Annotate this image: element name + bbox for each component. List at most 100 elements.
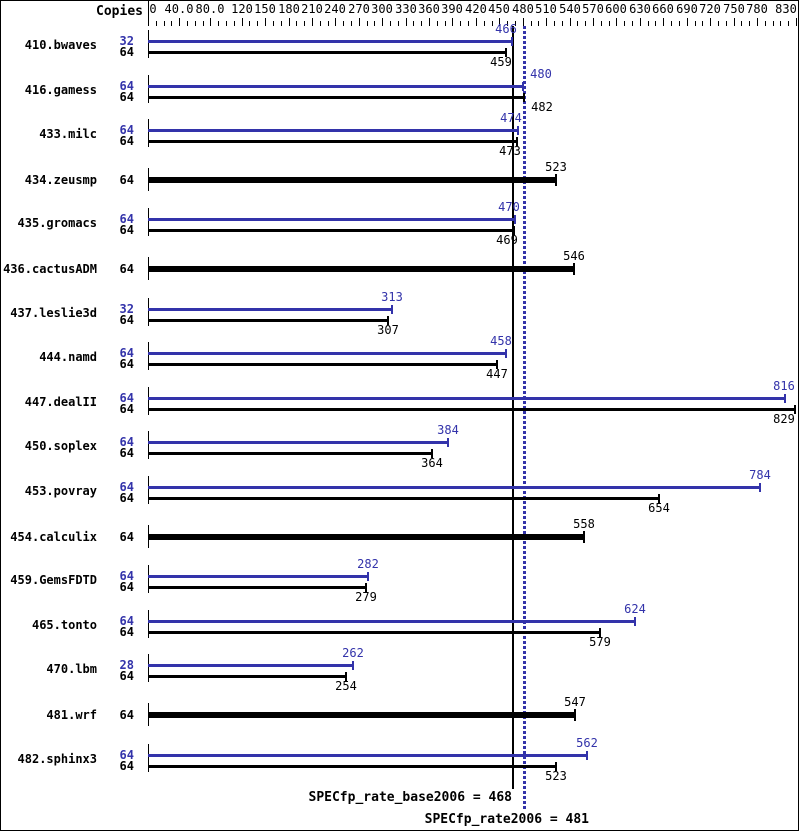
bar-end-cap-base [794,405,796,414]
group-axis-segment [148,30,149,58]
bar-value-label-base: 473 [499,144,521,158]
bar-end-cap-base [583,531,585,543]
x-axis-tick-label: 240 [324,2,346,16]
copies-label-peak: 32 [119,302,134,316]
x-axis-major-tick [616,18,617,26]
group-axis-segment [148,610,149,638]
bar-peak [148,397,785,400]
bar-base [148,497,659,500]
bar-base [148,586,366,589]
bar-end-cap-base [523,93,525,102]
x-axis-minor-tick [780,21,781,26]
x-axis-tick-label: 630 [629,2,651,16]
x-axis-minor-tick [531,21,532,26]
x-axis-minor-tick [296,21,297,26]
x-axis-tick-label: 150 [254,2,276,16]
x-axis-minor-tick [421,21,422,26]
benchmark-label: 454.calculix [10,530,97,544]
benchmark-label: 470.lbm [46,662,97,676]
bar-end-cap-base [555,762,557,771]
x-axis-tick-label: 600 [605,2,627,16]
bar-peak [148,486,760,489]
x-axis-minor-tick [765,21,766,26]
copies-label-base: 64 [119,708,134,722]
peak-mean-line [523,26,526,811]
x-axis-major-tick [210,18,211,26]
bar-end-cap-base [516,137,518,146]
copies-label-base: 64 [119,173,134,187]
benchmark-label: 450.soplex [24,439,97,453]
x-axis-minor-tick [320,21,321,26]
bar-base [148,319,388,322]
bar-end-cap-peak [784,394,786,403]
benchmark-label: 416.gamess [24,83,97,97]
x-axis-minor-tick [484,21,485,26]
x-axis-spine [148,1,149,26]
x-axis-minor-tick [788,21,789,26]
bar-value-label-base: 364 [421,456,443,470]
benchmark-label: 481.wrf [46,708,97,722]
x-axis-tick-label: 510 [535,2,557,16]
group-axis-segment [148,744,149,772]
x-axis-major-tick [710,18,711,26]
x-axis-major-tick [499,18,500,26]
copies-label-base: 64 [119,45,134,59]
x-axis-minor-tick [773,21,774,26]
x-axis-tick-label: 830 [775,2,797,16]
x-axis-tick-label: 270 [348,2,370,16]
x-axis-major-tick [570,18,571,26]
x-axis-minor-tick [671,21,672,26]
x-axis-major-tick [452,18,453,26]
x-axis-minor-tick [156,21,157,26]
bar-base [148,534,584,540]
copies-label-base: 64 [119,625,134,639]
bar-end-cap-base [365,583,367,592]
x-axis-tick-label: 360 [418,2,440,16]
bar-peak [148,85,523,88]
x-axis-tick-label: 660 [652,2,674,16]
x-axis-tick-label: 300 [371,2,393,16]
bar-value-label-peak: 784 [749,468,771,482]
x-axis-minor-tick [655,21,656,26]
bar-peak [148,664,353,667]
bar-peak [148,308,392,311]
bar-end-cap-base [431,449,433,458]
x-axis-tick-label: 330 [395,2,417,16]
bar-value-label-peak: 474 [500,111,522,125]
x-axis-minor-tick [554,21,555,26]
copies-label-base: 64 [119,530,134,544]
bar-base [148,96,524,99]
bar-end-cap-peak [586,751,588,760]
x-axis-minor-tick [367,21,368,26]
bar-base [148,675,346,678]
x-axis-tick-label: 690 [676,2,698,16]
bar-value-label-base: 523 [545,160,567,174]
x-axis-tick-label: 40.0 [164,2,194,16]
x-axis-minor-tick [648,21,649,26]
x-axis-major-tick [757,18,758,26]
group-axis-segment [148,119,149,147]
bar-value-label-base: 547 [564,695,586,709]
bar-end-cap-base [574,709,576,721]
x-axis-tick-label: 780 [746,2,768,16]
x-axis-minor-tick [374,21,375,26]
bar-value-label-peak: 466 [495,22,517,36]
benchmark-label: 434.zeusmp [24,173,97,187]
bar-base [148,408,795,411]
bar-peak [148,218,515,221]
bar-value-label-base: 254 [335,679,357,693]
copies-label-peak: 64 [119,435,134,449]
group-axis-segment [148,431,149,459]
x-axis-major-tick [289,18,290,26]
copies-label-base: 64 [119,357,134,371]
copies-label-peak: 64 [119,79,134,93]
x-axis-major-tick [687,18,688,26]
copies-label-peak: 64 [119,123,134,137]
copies-label-base: 64 [119,402,134,416]
copies-label-base: 64 [119,446,134,460]
x-axis-tick-label: 80.0 [195,2,225,16]
x-axis-major-tick [265,18,266,26]
bar-value-label-peak: 262 [342,646,364,660]
copies-label-peak: 28 [119,658,134,672]
